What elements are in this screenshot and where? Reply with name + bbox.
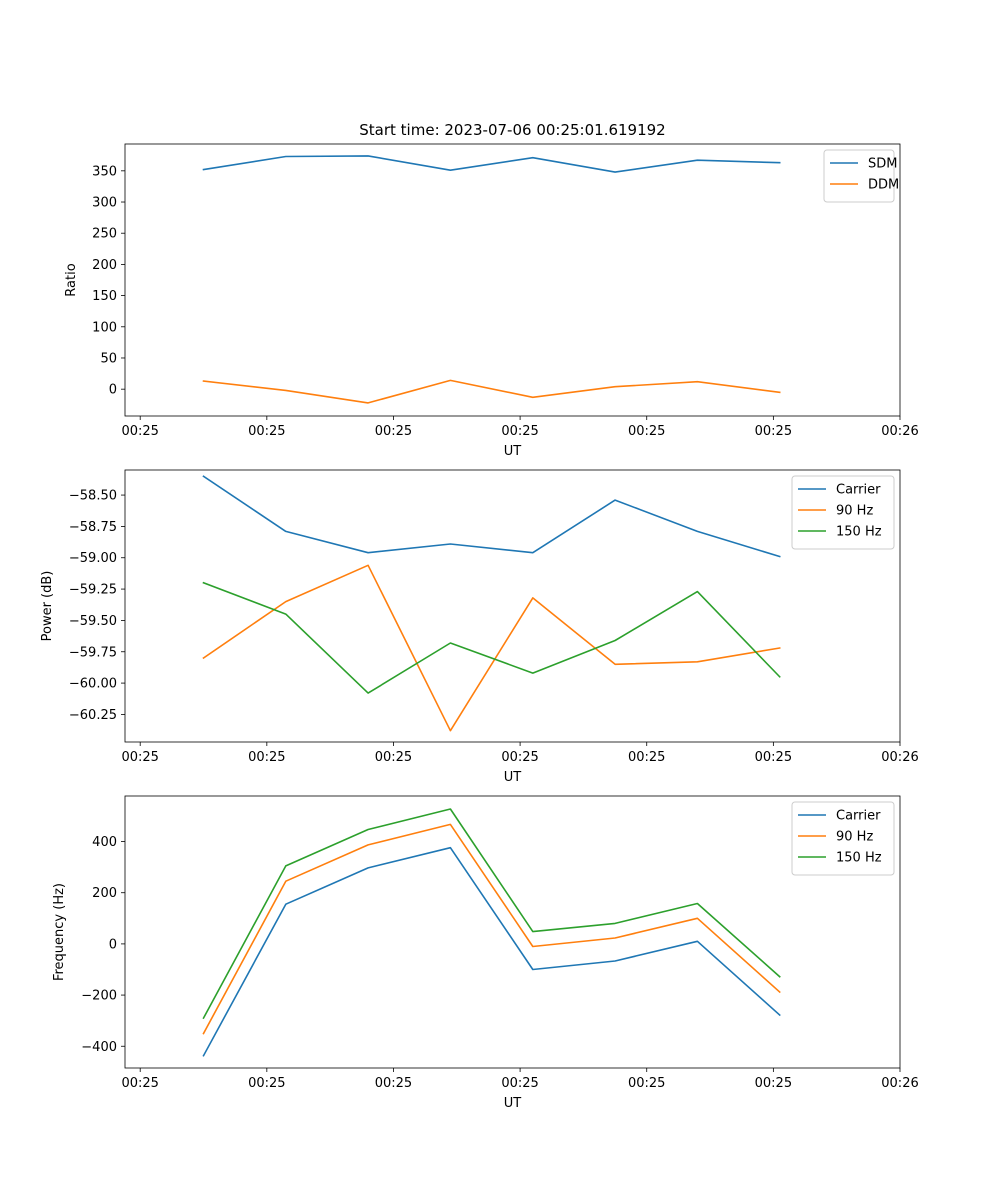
y-tick-label: 0	[109, 383, 117, 398]
x-axis-label: UT	[504, 444, 522, 459]
y-axis-label: Ratio	[64, 263, 79, 296]
x-tick-label: 00:25	[121, 424, 158, 439]
y-tick-label: −60.00	[69, 677, 117, 692]
x-tick-label: 00:25	[501, 424, 538, 439]
x-tick-label: 00:25	[628, 1076, 665, 1091]
x-tick-label: 00:25	[755, 424, 792, 439]
x-tick-label: 00:26	[881, 1076, 918, 1091]
legend-label: Carrier	[836, 483, 881, 498]
chart-panel-2: 00:25 00:25 00:25 00:25 00:25 00:25 00:26 −60.2…	[40, 469, 919, 785]
chart-panel-1: Start time: 2023-07-06 00:25:01.61919200…	[64, 121, 919, 459]
y-tick-label: −58.50	[69, 489, 117, 504]
legend-label: SDM	[868, 157, 897, 172]
x-tick-label: 00:25	[375, 1076, 412, 1091]
y-tick-label: −59.50	[69, 614, 117, 629]
x-tick-label: 00:25	[628, 750, 665, 765]
chart-title: Start time: 2023-07-06 00:25:01.619192	[359, 121, 665, 139]
x-tick-label: 00:25	[248, 424, 285, 439]
y-tick-label: 400	[92, 835, 117, 850]
y-tick-label: −59.75	[69, 645, 117, 660]
x-tick-label: 00:25	[121, 1076, 158, 1091]
y-tick-label: −200	[81, 989, 117, 1004]
y-tick-label: 0	[109, 937, 117, 952]
y-tick-label: −60.25	[69, 708, 117, 723]
y-tick-label: 100	[92, 320, 117, 335]
y-axis-label: Power (dB)	[40, 571, 55, 642]
legend: Carrier 90 Hz 150 Hz	[791, 801, 895, 876]
x-tick-label: 00:25	[628, 424, 665, 439]
x-tick-label: 00:25	[248, 1076, 285, 1091]
legend-label: Carrier	[836, 809, 881, 824]
x-tick-label: 00:26	[881, 750, 918, 765]
legend: Carrier 90 Hz 150 Hz	[791, 475, 895, 550]
x-tick-label: 00:26	[881, 424, 918, 439]
x-tick-label: 00:25	[501, 1076, 538, 1091]
y-tick-label: 250	[92, 227, 117, 242]
chart-panel-3: 00:25 00:25 00:25 00:25 00:25 00:25 00:26 −400 −…	[52, 795, 919, 1111]
legend-label: 150 Hz	[836, 525, 882, 540]
y-tick-label: −400	[81, 1040, 117, 1055]
y-tick-label: 200	[92, 258, 117, 273]
series-line-ddm	[202, 379, 781, 404]
x-axis-label: UT	[504, 1096, 522, 1111]
x-tick-label: 00:25	[375, 750, 412, 765]
series-line-90-hz	[202, 823, 781, 1035]
y-tick-label: 300	[92, 196, 117, 211]
y-tick-label: 150	[92, 289, 117, 304]
x-tick-label: 00:25	[501, 750, 538, 765]
legend-label: 150 Hz	[836, 851, 882, 866]
plot-frame	[124, 795, 901, 1069]
y-tick-label: 50	[100, 351, 117, 366]
series-line-150-hz	[202, 581, 781, 694]
y-tick-label: −59.00	[69, 551, 117, 566]
x-tick-label: 00:25	[248, 750, 285, 765]
legend-label: 90 Hz	[836, 830, 873, 845]
x-tick-label: 00:25	[375, 424, 412, 439]
plot-frame	[124, 143, 901, 417]
series-line-carrier	[202, 475, 781, 558]
y-tick-label: 350	[92, 164, 117, 179]
y-tick-label: 200	[92, 886, 117, 901]
legend: SDM DDM	[823, 149, 899, 203]
series-line-carrier	[202, 846, 781, 1057]
y-tick-label: −58.75	[69, 520, 117, 535]
plot-frame	[124, 469, 901, 743]
legend-label: 90 Hz	[836, 504, 873, 519]
series-line-90-hz	[202, 564, 781, 732]
x-tick-label: 00:25	[755, 750, 792, 765]
x-tick-label: 00:25	[121, 750, 158, 765]
y-tick-label: −59.25	[69, 583, 117, 598]
x-tick-label: 00:25	[755, 1076, 792, 1091]
y-axis-label: Frequency (Hz)	[52, 883, 67, 981]
series-line-150-hz	[202, 808, 781, 1020]
legend-label: DDM	[868, 178, 899, 193]
x-axis-label: UT	[504, 770, 522, 785]
series-line-sdm	[202, 155, 781, 173]
